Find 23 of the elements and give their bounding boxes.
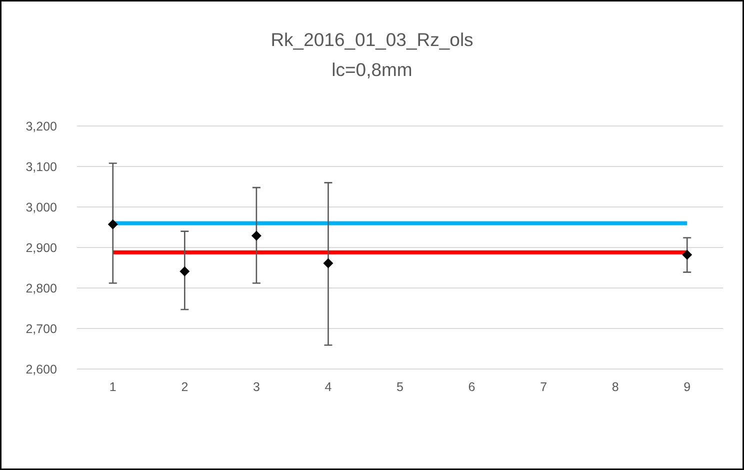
- y-tick-label: 2,600: [26, 362, 58, 376]
- point: [251, 230, 262, 241]
- y-tick-label: 3,100: [26, 160, 58, 174]
- x-tick-label: 7: [540, 380, 548, 394]
- x-tick-label: 3: [252, 380, 260, 394]
- x-tick-label: 2: [181, 380, 188, 394]
- point: [323, 258, 334, 268]
- point: [108, 219, 118, 230]
- x-tick-label: 4: [324, 380, 332, 394]
- chart-title: Rk_2016_01_03_Rz_ols: [270, 29, 474, 50]
- y-tick-label: 3,200: [26, 120, 58, 134]
- x-tick-label: 9: [684, 380, 691, 394]
- y-tick-label: 3,000: [26, 200, 58, 214]
- chart-subtitle: lc=0,8mm: [332, 59, 412, 80]
- x-tick-label: 8: [612, 380, 619, 394]
- x-tick-label: 6: [468, 380, 476, 394]
- y-tick-label: 2,900: [26, 241, 58, 255]
- point: [180, 266, 190, 276]
- y-tick-label: 2,700: [26, 322, 58, 336]
- point: [682, 250, 692, 260]
- x-tick-label: 5: [396, 380, 404, 394]
- x-tick-label: 1: [109, 380, 116, 394]
- y-tick-label: 2,800: [26, 282, 58, 296]
